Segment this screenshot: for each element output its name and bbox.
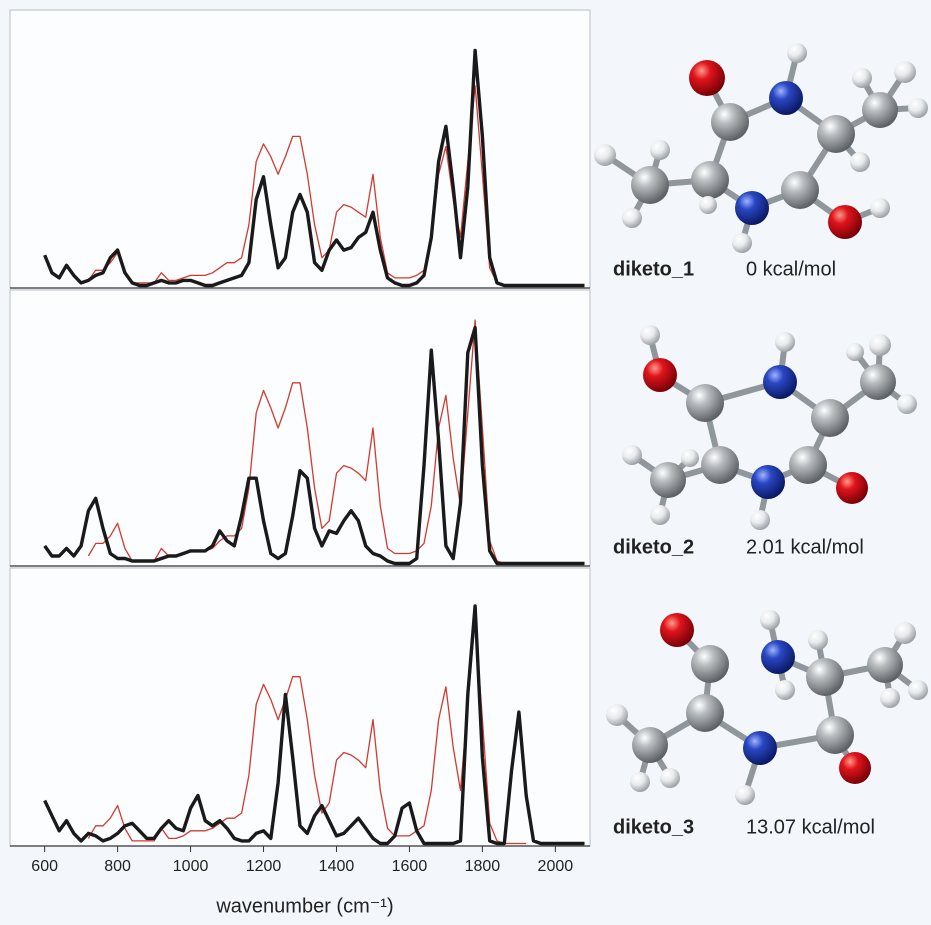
- x-axis-label: wavenumber (cm⁻¹): [215, 895, 393, 917]
- molecule-diketo-3: [606, 610, 928, 805]
- x-tick-label: 1400: [319, 858, 355, 875]
- molecule-diketo-2: [622, 325, 917, 530]
- x-tick-label: 1200: [246, 858, 282, 875]
- plot-area: [10, 10, 590, 288]
- x-tick-label: 1600: [392, 858, 428, 875]
- plot-area: [10, 290, 590, 566]
- energy-label: 2.01 kcal/mol: [746, 536, 864, 558]
- energy-label: 13.07 kcal/mol: [746, 816, 875, 838]
- x-tick-label: 1800: [465, 858, 501, 875]
- plot-area: [10, 568, 590, 846]
- molecule-diketo-1: [594, 43, 928, 253]
- page: {"chart_data": [ {"type": "line", "molec…: [0, 0, 931, 920]
- spectra: 600 800 1000 1200 1400 1600 1800 2000 wavenumber…: [10, 10, 590, 917]
- figure: 600 800 1000 1200 1400 1600 1800 2000 wavenumber…: [0, 0, 931, 920]
- energy-label: 0 kcal/mol: [746, 258, 836, 280]
- molecule-label: diketo_2: [613, 536, 694, 558]
- molecule-label: diketo_1: [613, 258, 694, 280]
- x-tick-label: 2000: [538, 858, 574, 875]
- molecule-label: diketo_3: [613, 816, 694, 838]
- x-tick-label: 600: [31, 858, 58, 875]
- x-tick-label: 800: [104, 858, 131, 875]
- x-tick-label: 1000: [173, 858, 209, 875]
